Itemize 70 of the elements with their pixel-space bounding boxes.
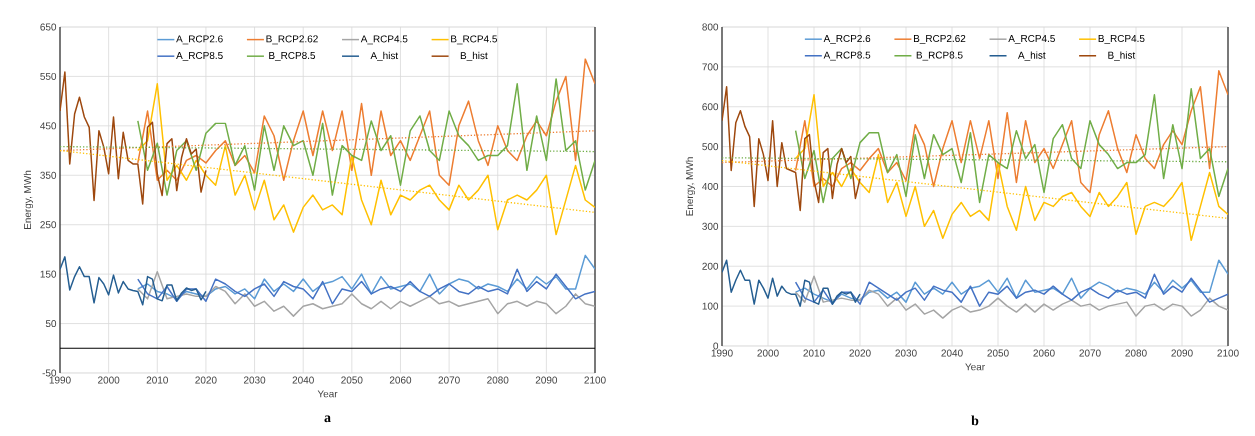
y-tick-label: 400	[702, 182, 719, 191]
line-series	[722, 259, 861, 307]
legend-label: B_RCP4.5	[1098, 34, 1145, 44]
x-tick-label: 2080	[487, 376, 509, 384]
y-tick-label: 450	[40, 122, 57, 130]
legend-label: B_hist	[460, 51, 488, 62]
line-series	[722, 86, 861, 212]
x-tick-label: 2000	[98, 376, 120, 384]
y-tick-label: 300	[702, 222, 719, 230]
x-tick-label: 2030	[243, 376, 266, 384]
legend-label: B_hist	[1108, 51, 1136, 61]
legend-label: A_hist	[370, 51, 399, 62]
y-axis-title: Energy, MWh	[685, 157, 696, 216]
x-tick-label: 2100	[1217, 349, 1239, 357]
x-tick-label: 2080	[1125, 349, 1147, 357]
x-tick-label: 2050	[341, 376, 363, 384]
line-series	[794, 259, 1229, 303]
y-tick-label: 800	[702, 23, 719, 31]
y-axis-title: Energy, MWh	[23, 170, 34, 229]
x-tick-label: 1990	[711, 349, 733, 357]
x-tick-label: 2090	[1171, 349, 1193, 357]
legend-label: B_RCP2.62	[913, 34, 966, 44]
y-tick-label: 500	[702, 143, 719, 151]
x-tick-label: 2010	[146, 376, 168, 384]
y-tick-label: 700	[702, 63, 719, 71]
x-tick-label: 2040	[941, 349, 963, 357]
text: b	[971, 415, 979, 426]
legend-label: A_RCP4.5	[360, 35, 408, 45]
x-axis-title: Year	[965, 363, 985, 371]
y-tick-label: 650	[40, 23, 57, 31]
x-axis-title: Year	[317, 390, 338, 398]
x-tick-label: 2060	[1033, 349, 1055, 357]
legend-label: B_RCP8.5	[916, 51, 963, 61]
legend-label: A_RCP2.6	[823, 34, 871, 44]
x-tick-label: 2000	[757, 349, 779, 357]
y-tick-label: 600	[702, 103, 719, 111]
x-tick-label: 2070	[1079, 349, 1101, 357]
x-tick-label: 1990	[49, 376, 71, 384]
y-tick-label: 250	[40, 221, 57, 229]
y-tick-label: 150	[40, 270, 57, 278]
legend-label: A_RCP2.6	[176, 35, 223, 45]
legend-label: B_RCP2.62	[266, 35, 318, 45]
y-tick-label: 350	[40, 171, 57, 179]
x-tick-label: 2020	[849, 349, 871, 357]
x-tick-label: 2040	[292, 376, 314, 384]
line-series	[60, 256, 207, 306]
legend-label: A_RCP8.5	[823, 51, 871, 61]
legend-label: A_hist	[1017, 51, 1046, 61]
y-tick-label: 550	[40, 72, 57, 80]
x-tick-label: 2020	[195, 376, 217, 384]
x-tick-label: 2070	[438, 376, 460, 384]
legend-label: A_RCP8.5	[176, 51, 223, 61]
x-tick-label: 2050	[987, 349, 1009, 357]
line-series	[60, 71, 207, 205]
y-tick-label: 0	[713, 342, 719, 350]
x-tick-label: 2090	[535, 376, 558, 384]
line-series	[137, 268, 596, 305]
legend-label: A_RCP4.5	[1008, 34, 1055, 44]
legend-label: B_RCP8.5	[269, 51, 316, 61]
x-tick-label: 2060	[389, 376, 412, 384]
y-tick-label: 100	[702, 302, 719, 310]
y-tick-label: 50	[45, 320, 57, 328]
y-tick-label: 200	[702, 262, 719, 270]
text: a	[324, 415, 331, 423]
x-tick-label: 2100	[584, 376, 606, 384]
line-series	[137, 254, 596, 300]
legend-label: B_RCP4.5	[451, 35, 497, 45]
x-tick-label: 2010	[803, 349, 825, 357]
x-tick-label: 2030	[895, 349, 917, 357]
y-tick-label: -50	[42, 369, 57, 377]
